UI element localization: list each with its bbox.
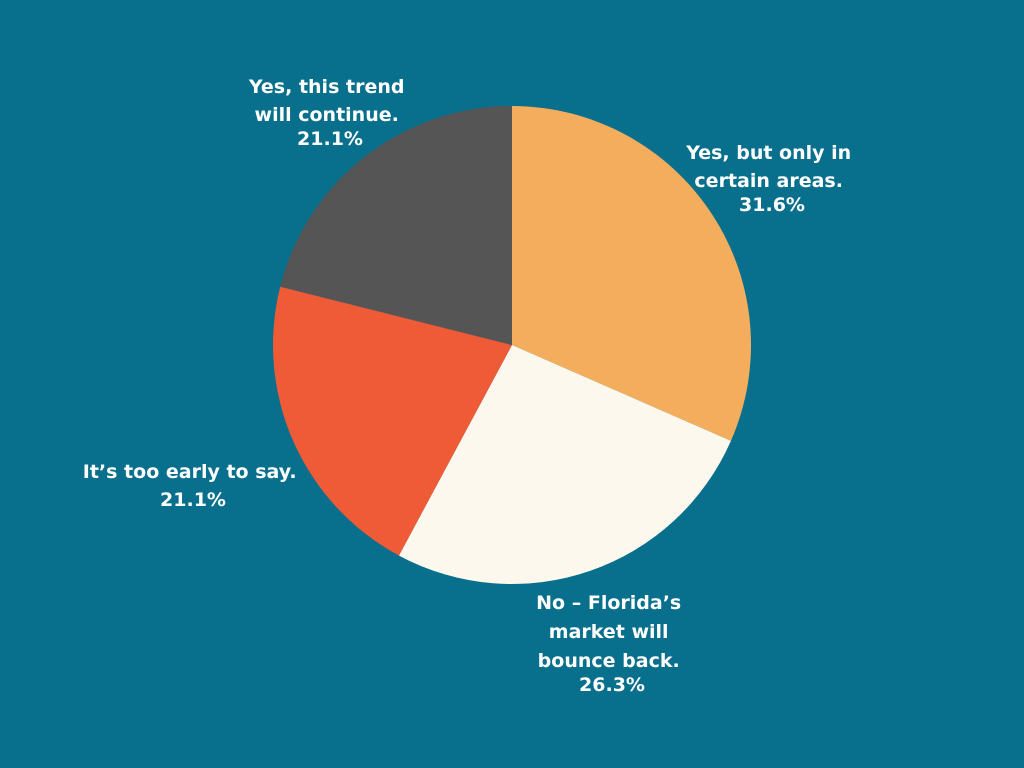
slice-label-trend-continue: Yes, this trend will continue. 21.1%: [248, 76, 411, 150]
pie-slice-too-early: [273, 286, 512, 556]
percent-label: 21.1%: [160, 489, 226, 511]
label-line: will continue.: [255, 104, 399, 126]
slice-label-yes-certain-areas: Yes, but only in certain areas. 31.6%: [685, 142, 858, 216]
label-line: It’s too early to say.: [83, 461, 297, 483]
percent-label: 31.6%: [739, 194, 805, 216]
percent-label: 21.1%: [297, 128, 363, 150]
label-line: Yes, but only in: [685, 142, 851, 164]
label-line: bounce back.: [538, 650, 680, 672]
label-line: certain areas.: [694, 170, 843, 192]
slice-label-no-bounce-back: No – Florida’s market will bounce back. …: [536, 592, 688, 696]
slice-label-too-early: It’s too early to say. 21.1%: [83, 461, 303, 511]
label-line: market will: [549, 621, 669, 643]
pie-slice-no-bounce-back: [398, 345, 731, 585]
label-line: Yes, this trend: [248, 76, 405, 98]
pie-slices: [273, 106, 751, 585]
pie-slice-trend-continue: [280, 106, 512, 345]
pie-slice-yes-certain-areas: [512, 106, 751, 441]
label-line: No – Florida’s: [536, 592, 681, 614]
percent-label: 26.3%: [579, 674, 645, 696]
